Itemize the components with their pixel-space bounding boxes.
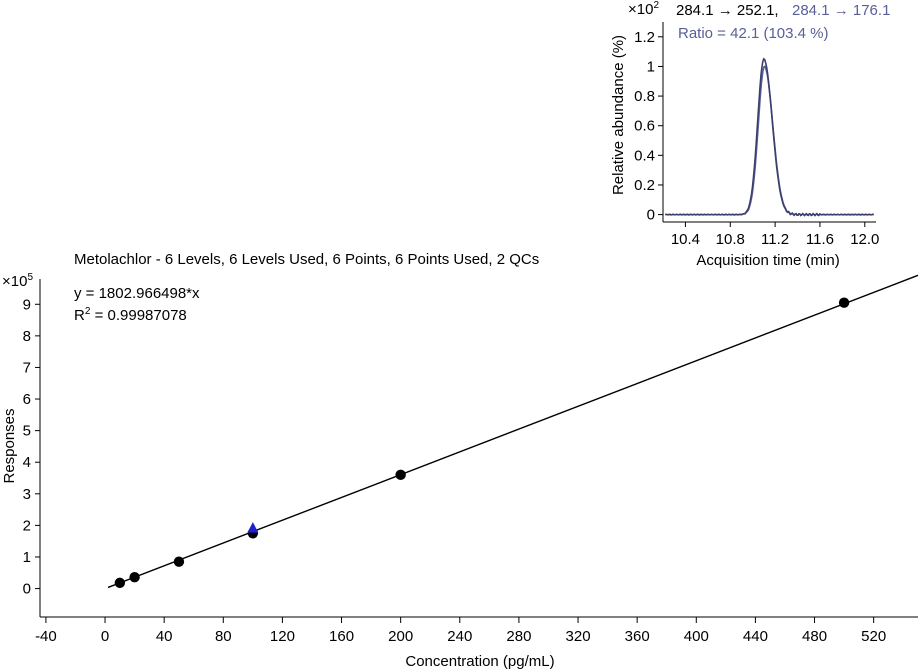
y-tick-label: 7 bbox=[23, 359, 31, 376]
y-tick-label: 1 bbox=[23, 549, 31, 566]
calibration-point bbox=[173, 556, 185, 567]
inset-trace-quantifier bbox=[665, 57, 875, 217]
fit-r-squared: R2 = 0.99987078 bbox=[74, 306, 187, 324]
x-tick-label: -40 bbox=[35, 628, 57, 645]
x-tick-label: 440 bbox=[743, 628, 768, 645]
y-tick-label: 8 bbox=[23, 328, 31, 345]
x-tick-label: 280 bbox=[506, 628, 531, 645]
y-tick-label: 0 bbox=[23, 581, 31, 598]
inset-y-tick-label: 0 bbox=[647, 207, 655, 224]
x-tick-label: 40 bbox=[156, 628, 173, 645]
x-tick-label: 0 bbox=[101, 628, 109, 645]
x-tick-label: 320 bbox=[566, 628, 591, 645]
x-tick-label: 240 bbox=[447, 628, 472, 645]
y-tick-label: 3 bbox=[23, 486, 31, 503]
calibration-point bbox=[129, 571, 140, 583]
x-tick-label: 520 bbox=[861, 628, 886, 645]
y-multiplier: ×105 bbox=[2, 272, 33, 290]
y-tick-label: 4 bbox=[23, 454, 31, 471]
inset-x-tick-label: 10.8 bbox=[716, 231, 745, 248]
calibration-point bbox=[395, 469, 406, 481]
calibration-chart: Metolachlor - 6 Levels, 6 Levels Used, 6… bbox=[1, 251, 919, 670]
inset-x-tick-label: 10.4 bbox=[671, 231, 700, 248]
y-tick-label: 6 bbox=[23, 391, 31, 408]
calibration-point bbox=[838, 297, 850, 308]
inset-ratio: Ratio = 42.1 (103.4 %) bbox=[678, 25, 829, 42]
inset-x-tick-label: 11.2 bbox=[761, 231, 789, 248]
x-axis-label: Concentration (pg/mL) bbox=[405, 653, 554, 670]
x-tick-label: 360 bbox=[625, 628, 650, 645]
chart-title: Metolachlor - 6 Levels, 6 Levels Used, 6… bbox=[74, 251, 539, 268]
inset-y-tick-label: 0.2 bbox=[634, 177, 655, 194]
y-tick-label: 5 bbox=[23, 423, 31, 440]
fit-equation: y = 1802.966498*x bbox=[74, 285, 200, 302]
inset-y-tick-label: 0.8 bbox=[634, 88, 655, 105]
inset-header-qual: 284.1 → 176.1 bbox=[792, 2, 890, 19]
x-tick-label: 120 bbox=[270, 628, 295, 645]
inset-y-tick-label: 0.4 bbox=[634, 147, 655, 164]
y-tick-label: 2 bbox=[23, 517, 31, 534]
y-tick-label: 9 bbox=[23, 296, 31, 313]
inset-chromatogram: ×102 284.1 → 252.1, 284.1 → 176.1 Ratio … bbox=[610, 0, 890, 269]
x-tick-label: 480 bbox=[802, 628, 827, 645]
x-tick-label: 80 bbox=[215, 628, 232, 645]
x-tick-label: 200 bbox=[388, 628, 413, 645]
x-tick-label: 400 bbox=[684, 628, 709, 645]
inset-header-quant: 284.1 → 252.1, bbox=[676, 2, 779, 19]
inset-ylabel: Relative abundance (%) bbox=[610, 35, 627, 195]
inset-x-tick-label: 12.0 bbox=[850, 231, 879, 248]
inset-multiplier: ×102 bbox=[628, 0, 659, 18]
y-axis-label: Responses bbox=[1, 408, 18, 483]
fit-line bbox=[107, 274, 919, 589]
qc-point bbox=[247, 522, 259, 533]
inset-y-tick-label: 1.2 bbox=[634, 29, 655, 46]
inset-x-tick-label: 11.6 bbox=[806, 231, 834, 248]
inset-xlabel: Acquisition time (min) bbox=[696, 252, 839, 269]
x-tick-label: 160 bbox=[329, 628, 354, 645]
inset-y-tick-label: 1 bbox=[647, 58, 655, 75]
calibration-point bbox=[114, 577, 126, 589]
inset-y-tick-label: 0.6 bbox=[634, 118, 655, 135]
